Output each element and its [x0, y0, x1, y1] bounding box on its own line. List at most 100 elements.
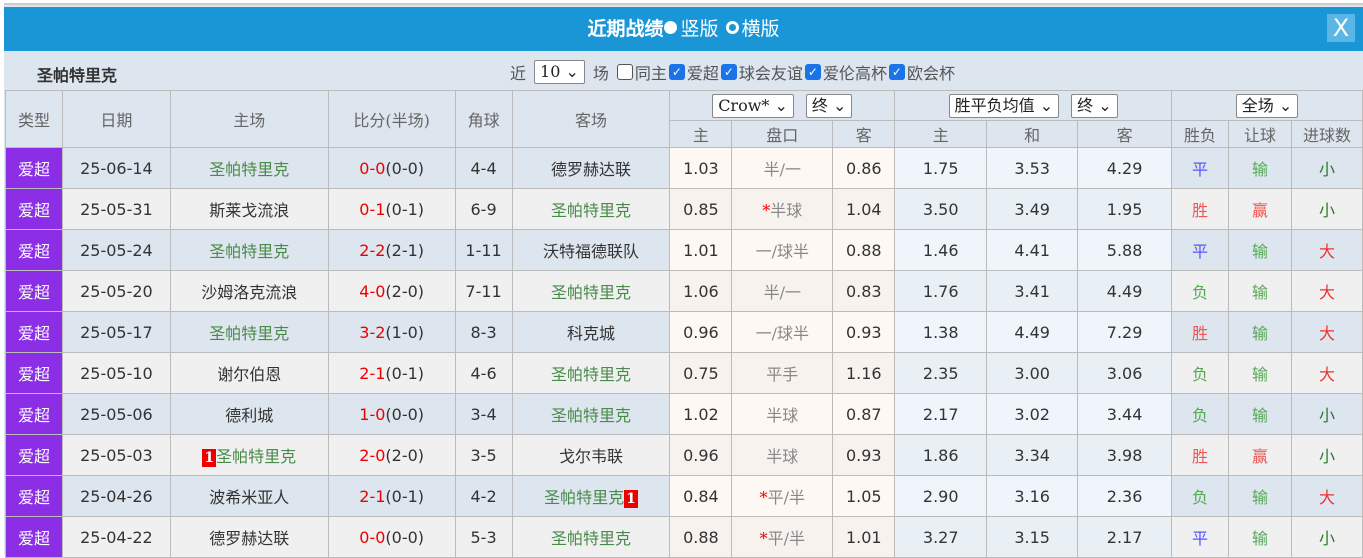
eu-win-odds: 3.27: [894, 516, 988, 558]
away-team-cell[interactable]: 戈尔韦联: [511, 434, 671, 476]
away-team-cell[interactable]: 圣帕特里克: [511, 516, 671, 558]
home-team-cell[interactable]: 沙姆洛克流浪: [169, 270, 329, 312]
handicap-cell: 平手: [731, 352, 834, 394]
handicap-cell: *平/半: [731, 475, 834, 517]
handicap-cell: 半球: [731, 434, 834, 476]
competition-cell[interactable]: 爱超: [5, 229, 63, 271]
home-team-cell[interactable]: 德罗赫达联: [169, 516, 329, 558]
away-team-cell[interactable]: 德罗赫达联: [511, 147, 671, 189]
ah-home-odds: 1.02: [669, 393, 733, 435]
ah-home-odds: 1.01: [669, 229, 733, 271]
away-team-cell[interactable]: 圣帕特里克 1: [511, 475, 671, 517]
home-team-cell[interactable]: 波希米亚人: [169, 475, 329, 517]
handicap-result-cell: 输: [1228, 270, 1292, 312]
comp-checkbox-3[interactable]: ✓: [804, 64, 821, 80]
competition-cell[interactable]: 爱超: [5, 393, 63, 435]
table-row[interactable]: 爱超 25-05-20 沙姆洛克流浪 4-0(2-0) 7-11 圣帕特里克 1…: [5, 270, 1363, 312]
competition-cell[interactable]: 爱超: [5, 516, 63, 558]
competition-cell[interactable]: 爱超: [5, 311, 63, 353]
home-team-cell[interactable]: 谢尔伯恩: [169, 352, 329, 394]
subheader: 和: [986, 120, 1079, 148]
away-team-cell[interactable]: 圣帕特里克: [511, 393, 671, 435]
eu-draw-odds: 3.16: [986, 475, 1079, 517]
result-cell: 平: [1171, 229, 1229, 271]
corner-cell: 5-3: [454, 516, 513, 558]
title-bar: 近期战绩 竖版 横版 X: [4, 7, 1363, 51]
radio-horizontal[interactable]: [725, 21, 739, 34]
eu-loss-odds: 1.95: [1077, 188, 1173, 230]
result-header: 全场 ⌄: [1171, 90, 1363, 121]
score-cell: 0-1(0-1): [327, 188, 456, 230]
table-row[interactable]: 爱超 25-05-24 圣帕特里克 2-2(2-1) 1-11 沃特福德联队 1…: [5, 229, 1363, 271]
eu-company-select[interactable]: 胜平负均值 ⌄: [948, 93, 1060, 118]
close-button[interactable]: X: [1327, 14, 1355, 42]
home-team-cell[interactable]: 德利城: [169, 393, 329, 435]
away-team-cell[interactable]: 圣帕特里克: [511, 270, 671, 312]
handicap-cell: 半球: [731, 393, 834, 435]
competition-cell[interactable]: 爱超: [5, 434, 63, 476]
comp-checkbox-1[interactable]: ✓: [668, 64, 685, 80]
goals-result-cell: 小: [1290, 188, 1363, 230]
away-team-cell[interactable]: 沃特福德联队: [511, 229, 671, 271]
table-row[interactable]: 爱超 25-05-10 谢尔伯恩 2-1(0-1) 4-6 圣帕特里克 0.75…: [5, 352, 1363, 394]
full-score: 4-0: [359, 281, 386, 301]
home-team-cell[interactable]: 圣帕特里克: [169, 147, 329, 189]
full-score: 0-1: [359, 199, 386, 219]
match-count-select[interactable]: 10 ⌄: [534, 60, 585, 84]
eu-draw-odds: 3.00: [986, 352, 1079, 394]
home-team-cell[interactable]: 斯莱戈流浪: [169, 188, 329, 230]
away-team-cell[interactable]: 圣帕特里克: [511, 352, 671, 394]
handicap: 半球: [766, 447, 799, 466]
table-row[interactable]: 爱超 25-04-26 波希米亚人 2-1(0-1) 4-2 圣帕特里克 1 0.…: [5, 475, 1363, 517]
date-cell: 25-04-22: [61, 516, 171, 558]
ah-time-value: 终: [811, 95, 828, 115]
handicap: 半/一: [763, 160, 802, 179]
handicap-cell: 一/球半: [731, 229, 834, 271]
ah-time-select[interactable]: 终 ⌄: [805, 93, 853, 118]
ah-away-odds: 0.88: [832, 229, 896, 271]
eu-draw-odds: 3.53: [986, 147, 1079, 189]
competition-cell[interactable]: 爱超: [5, 270, 63, 312]
corner-cell: 3-5: [454, 434, 513, 476]
full-score: 2-1: [359, 363, 386, 383]
score-cell: 2-2(2-1): [327, 229, 456, 271]
handicap-cell: *平/半: [731, 516, 834, 558]
table-row[interactable]: 爱超 25-05-03 1 圣帕特里克 2-0(2-0) 3-5 戈尔韦联 0.9…: [5, 434, 1363, 476]
home-team-cell[interactable]: 圣帕特里克: [169, 229, 329, 271]
handicap-result-cell: 输: [1228, 475, 1292, 517]
competition-cell[interactable]: 爱超: [5, 147, 63, 189]
result-cell: 负: [1171, 270, 1229, 312]
eu-win-odds: 1.38: [894, 311, 988, 353]
ah-company-select[interactable]: Crow* ⌄: [712, 93, 794, 118]
score-cell: 2-1(0-1): [327, 475, 456, 517]
radio-vertical-label[interactable]: 竖版: [680, 18, 719, 40]
comp-checkbox-4[interactable]: ✓: [888, 64, 905, 80]
table-row[interactable]: 爱超 25-04-22 德罗赫达联 0-0(0-0) 5-3 圣帕特里克 0.8…: [5, 516, 1363, 558]
table-row[interactable]: 爱超 25-05-17 圣帕特里克 3-2(1-0) 8-3 科克城 0.96 …: [5, 311, 1363, 353]
radio-vertical[interactable]: [664, 21, 678, 34]
eu-loss-odds: 2.17: [1077, 516, 1173, 558]
competition-cell[interactable]: 爱超: [5, 475, 63, 517]
home-team: 德利城: [225, 406, 274, 425]
same-host-checkbox[interactable]: [616, 64, 633, 80]
away-team-cell[interactable]: 圣帕特里克: [511, 188, 671, 230]
ah-away-odds: 1.01: [832, 516, 896, 558]
table-row[interactable]: 爱超 25-05-06 德利城 1-0(0-0) 3-4 圣帕特里克 1.02 …: [5, 393, 1363, 435]
radio-horizontal-label[interactable]: 横版: [741, 18, 780, 40]
away-team-cell[interactable]: 科克城: [511, 311, 671, 353]
competition-cell[interactable]: 爱超: [5, 188, 63, 230]
away-team: 圣帕特里克: [544, 488, 625, 507]
comp-checkbox-2[interactable]: ✓: [720, 64, 737, 80]
table-row[interactable]: 爱超 25-06-14 圣帕特里克 0-0(0-0) 4-4 德罗赫达联 1.0…: [5, 147, 1363, 189]
table-row[interactable]: 爱超 25-05-31 斯莱戈流浪 0-1(0-1) 6-9 圣帕特里克 0.8…: [5, 188, 1363, 230]
away-team: 圣帕特里克: [550, 365, 631, 384]
home-team-cell[interactable]: 圣帕特里克: [169, 311, 329, 353]
result-scope-select[interactable]: 全场 ⌄: [1235, 93, 1299, 118]
subheader: 主: [669, 120, 733, 148]
corner-cell: 7-11: [454, 270, 513, 312]
eu-time-select[interactable]: 终 ⌄: [1071, 93, 1118, 118]
result-cell: 平: [1171, 147, 1229, 189]
eu-loss-odds: 4.29: [1077, 147, 1173, 189]
competition-cell[interactable]: 爱超: [5, 352, 63, 394]
home-team-cell[interactable]: 1 圣帕特里克: [169, 434, 329, 476]
